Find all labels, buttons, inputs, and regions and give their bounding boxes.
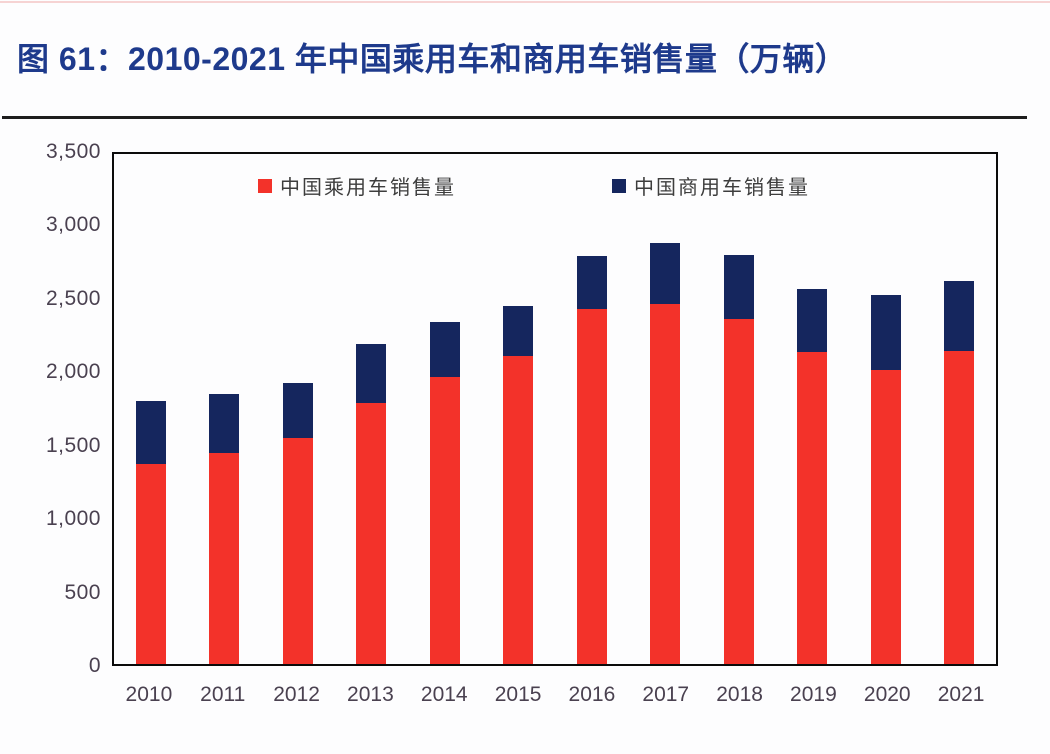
commercial-segment-2018 — [723, 254, 754, 319]
x-tick-2014: 2014 — [420, 683, 468, 706]
y-axis: 3,500 3,000 2,500 2,000 1,500 1,000 500 0 — [0, 140, 101, 677]
x-tick-2018: 2018 — [716, 683, 763, 706]
title-divider — [2, 116, 1027, 119]
x-tick-2017: 2017 — [642, 683, 690, 706]
x-tick-2011: 2011 — [200, 683, 246, 706]
y-tick-3500: 3,500 — [45, 140, 101, 163]
plot-area: 中国乘用车销售量 中国商用车销售量 — [112, 152, 998, 666]
commercial-segment-2017 — [650, 243, 681, 304]
bar-2012 — [282, 382, 313, 664]
passenger-segment-2012 — [282, 438, 313, 664]
passenger-segment-2020 — [870, 369, 901, 664]
page-top-accent-line — [0, 1, 1050, 3]
passenger-legend-label: 中国乘用车销售量 — [280, 177, 456, 199]
legend-item-passenger: 中国乘用车销售量 — [258, 171, 456, 200]
x-tick-2016: 2016 — [568, 683, 616, 706]
commercial-legend-swatch — [612, 178, 626, 193]
bar-2015 — [503, 305, 534, 664]
x-tick-2010: 2010 — [125, 683, 173, 706]
bar-2021 — [944, 281, 975, 664]
commercial-segment-2010 — [135, 400, 166, 464]
y-tick-3000: 3,000 — [45, 213, 101, 237]
passenger-segment-2011 — [209, 453, 240, 664]
figure-title: 图 61：2010-2021 年中国乘用车和商用车销售量（万辆） — [17, 41, 848, 77]
passenger-segment-2017 — [650, 303, 681, 664]
bar-2018 — [723, 254, 754, 664]
bar-2014 — [429, 321, 460, 664]
y-tick-0: 0 — [88, 654, 101, 677]
x-tick-2020: 2020 — [863, 683, 911, 706]
passenger-legend-swatch — [258, 178, 272, 193]
y-tick-1500: 1,500 — [45, 433, 101, 457]
commercial-legend-label: 中国商用车销售量 — [634, 177, 810, 199]
commercial-segment-2011 — [209, 394, 240, 454]
commercial-segment-2016 — [576, 255, 607, 309]
commercial-segment-2021 — [944, 281, 975, 351]
commercial-segment-2012 — [282, 382, 313, 439]
passenger-segment-2014 — [429, 376, 460, 664]
bar-2017 — [650, 243, 681, 664]
bar-2016 — [576, 255, 607, 664]
commercial-segment-2015 — [503, 305, 534, 356]
x-tick-2019: 2019 — [790, 683, 837, 706]
legend-item-commercial: 中国商用车销售量 — [612, 171, 810, 200]
bar-2010 — [135, 400, 166, 664]
passenger-segment-2019 — [797, 351, 828, 664]
x-tick-2013: 2013 — [347, 683, 394, 706]
commercial-segment-2014 — [429, 321, 460, 377]
commercial-segment-2013 — [356, 343, 387, 403]
passenger-segment-2016 — [576, 308, 607, 664]
passenger-segment-2013 — [356, 402, 387, 664]
commercial-segment-2020 — [870, 295, 901, 370]
y-tick-1000: 1,000 — [45, 507, 101, 531]
bar-2019 — [797, 288, 828, 664]
bar-2020 — [870, 295, 901, 664]
passenger-segment-2010 — [135, 463, 166, 664]
commercial-segment-2019 — [797, 288, 828, 352]
passenger-segment-2015 — [503, 355, 534, 664]
passenger-segment-2021 — [944, 350, 975, 664]
x-tick-2012: 2012 — [273, 683, 320, 706]
bar-2013 — [356, 343, 387, 664]
x-axis: 2010 2011 2012 2013 2014 2015 2016 2017 2018 2019… — [112, 683, 998, 713]
y-tick-500: 500 — [64, 580, 101, 604]
bar-2011 — [209, 394, 240, 664]
x-tick-2015: 2015 — [494, 683, 542, 706]
x-tick-2021: 2021 — [937, 683, 985, 706]
passenger-segment-2018 — [723, 318, 754, 664]
y-tick-2000: 2,000 — [45, 360, 101, 384]
y-tick-2500: 2,500 — [45, 286, 101, 310]
